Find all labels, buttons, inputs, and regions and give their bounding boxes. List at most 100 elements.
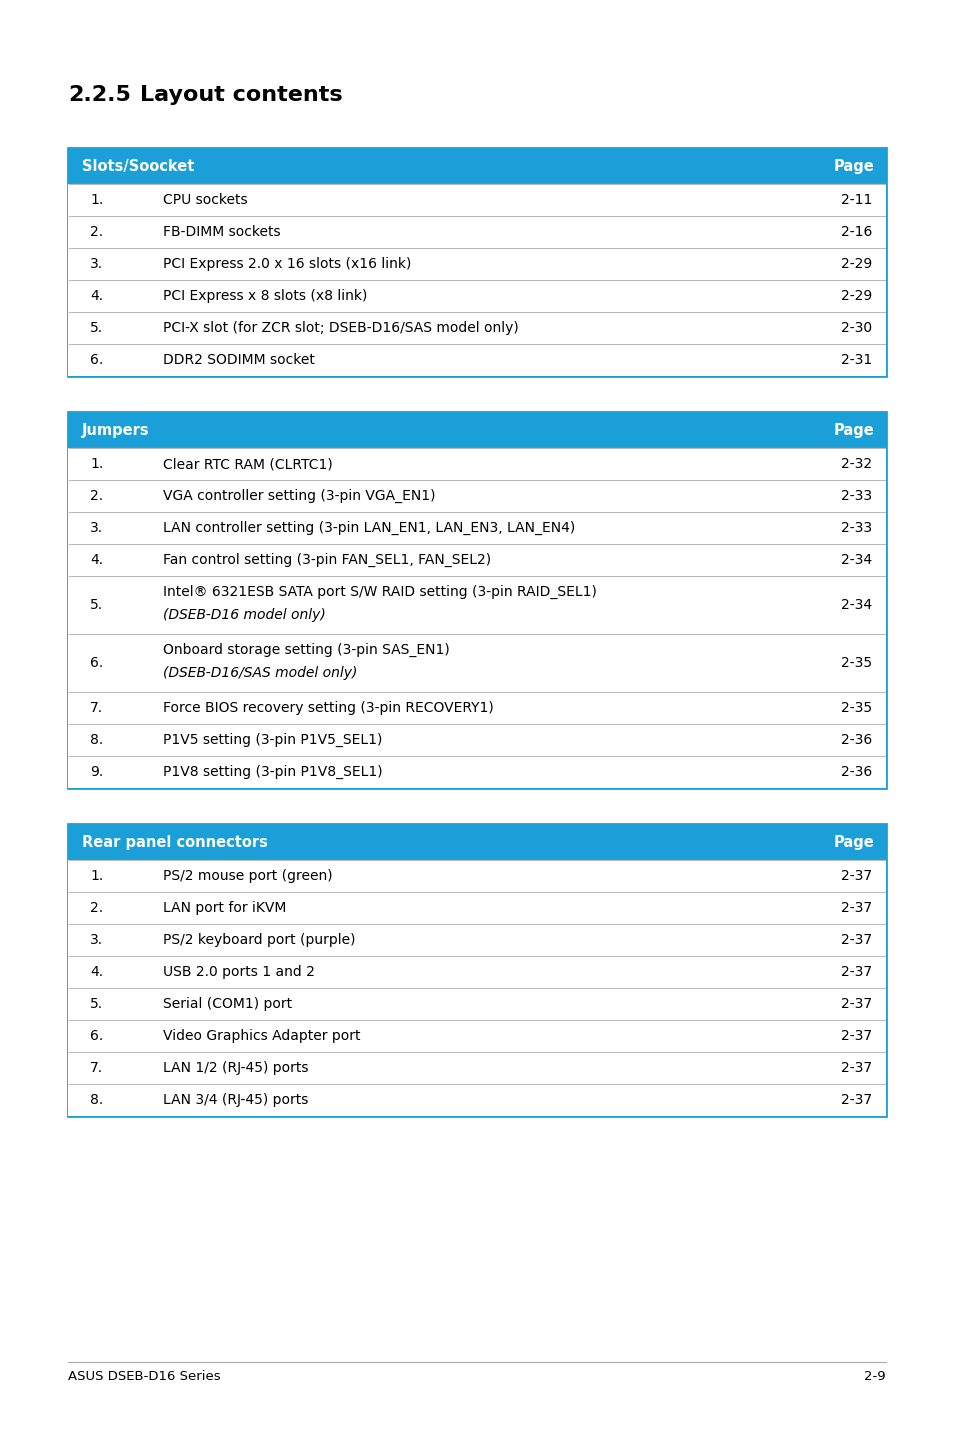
Bar: [68, 413, 885, 788]
Text: Jumpers: Jumpers: [82, 423, 150, 437]
Text: 3.: 3.: [90, 521, 103, 535]
Text: 8.: 8.: [90, 1093, 103, 1107]
Text: 3.: 3.: [90, 933, 103, 948]
Text: 5.: 5.: [90, 598, 103, 613]
Text: 2-33: 2-33: [840, 489, 871, 503]
Text: 9.: 9.: [90, 765, 103, 779]
Bar: [68, 956, 885, 988]
Text: 2.2.5: 2.2.5: [68, 85, 131, 105]
Text: 2-37: 2-37: [840, 1093, 871, 1107]
Text: 4.: 4.: [90, 554, 103, 567]
Text: LAN 1/2 (RJ-45) ports: LAN 1/2 (RJ-45) ports: [163, 1061, 308, 1076]
Text: 2.: 2.: [90, 902, 103, 915]
Text: 2-34: 2-34: [840, 598, 871, 613]
Text: USB 2.0 ports 1 and 2: USB 2.0 ports 1 and 2: [163, 965, 314, 979]
Text: Fan control setting (3-pin FAN_SEL1, FAN_SEL2): Fan control setting (3-pin FAN_SEL1, FAN…: [163, 554, 491, 567]
Text: 2-36: 2-36: [840, 733, 871, 746]
Text: Serial (COM1) port: Serial (COM1) port: [163, 997, 292, 1011]
Text: Rear panel connectors: Rear panel connectors: [82, 834, 268, 850]
Text: 2-37: 2-37: [840, 997, 871, 1011]
Bar: [68, 1053, 885, 1084]
Text: (DSEB-D16/SAS model only): (DSEB-D16/SAS model only): [163, 666, 357, 680]
Bar: [68, 184, 885, 216]
Text: 2-30: 2-30: [840, 321, 871, 335]
Text: P1V8 setting (3-pin P1V8_SEL1): P1V8 setting (3-pin P1V8_SEL1): [163, 765, 382, 779]
Text: 7.: 7.: [90, 700, 103, 715]
Bar: [68, 148, 885, 375]
Bar: [68, 1020, 885, 1053]
Text: CPU sockets: CPU sockets: [163, 193, 248, 207]
Bar: [68, 413, 885, 449]
Text: 1.: 1.: [90, 457, 103, 472]
Text: Slots/Soocket: Slots/Soocket: [82, 158, 194, 174]
Text: LAN controller setting (3-pin LAN_EN1, LAN_EN3, LAN_EN4): LAN controller setting (3-pin LAN_EN1, L…: [163, 521, 575, 535]
Text: Clear RTC RAM (CLRTC1): Clear RTC RAM (CLRTC1): [163, 457, 333, 472]
Bar: [68, 892, 885, 925]
Text: Onboard storage setting (3-pin SAS_EN1): Onboard storage setting (3-pin SAS_EN1): [163, 643, 449, 657]
Text: LAN port for iKVM: LAN port for iKVM: [163, 902, 286, 915]
Text: LAN 3/4 (RJ-45) ports: LAN 3/4 (RJ-45) ports: [163, 1093, 308, 1107]
Bar: [68, 1084, 885, 1116]
Text: 1.: 1.: [90, 869, 103, 883]
Text: 5.: 5.: [90, 321, 103, 335]
Text: Page: Page: [832, 423, 873, 437]
Text: 2-33: 2-33: [840, 521, 871, 535]
Text: 2-34: 2-34: [840, 554, 871, 567]
Text: 2-37: 2-37: [840, 1030, 871, 1043]
Text: 2-29: 2-29: [840, 257, 871, 270]
Bar: [68, 216, 885, 247]
Text: DDR2 SODIMM socket: DDR2 SODIMM socket: [163, 352, 314, 367]
Text: 8.: 8.: [90, 733, 103, 746]
Text: ASUS DSEB-D16 Series: ASUS DSEB-D16 Series: [68, 1370, 220, 1383]
Text: Intel® 6321ESB SATA port S/W RAID setting (3-pin RAID_SEL1): Intel® 6321ESB SATA port S/W RAID settin…: [163, 585, 597, 600]
Text: VGA controller setting (3-pin VGA_EN1): VGA controller setting (3-pin VGA_EN1): [163, 489, 435, 503]
Text: 6.: 6.: [90, 352, 103, 367]
Text: 2-37: 2-37: [840, 869, 871, 883]
Bar: [68, 824, 885, 860]
Bar: [68, 344, 885, 375]
Bar: [68, 280, 885, 312]
Bar: [68, 544, 885, 577]
Bar: [68, 247, 885, 280]
Text: 2-37: 2-37: [840, 933, 871, 948]
Text: 2-9: 2-9: [863, 1370, 885, 1383]
Text: 2-29: 2-29: [840, 289, 871, 303]
Text: 2-37: 2-37: [840, 1061, 871, 1076]
Text: 2-16: 2-16: [840, 224, 871, 239]
Bar: [68, 312, 885, 344]
Bar: [68, 723, 885, 756]
Text: 7.: 7.: [90, 1061, 103, 1076]
Text: PCI Express 2.0 x 16 slots (x16 link): PCI Express 2.0 x 16 slots (x16 link): [163, 257, 411, 270]
Text: FB-DIMM sockets: FB-DIMM sockets: [163, 224, 280, 239]
Text: PCI-X slot (for ZCR slot; DSEB-D16/SAS model only): PCI-X slot (for ZCR slot; DSEB-D16/SAS m…: [163, 321, 518, 335]
Text: PS/2 mouse port (green): PS/2 mouse port (green): [163, 869, 333, 883]
Text: 4.: 4.: [90, 289, 103, 303]
Text: 2-36: 2-36: [840, 765, 871, 779]
Bar: [68, 449, 885, 480]
Text: 2-35: 2-35: [840, 656, 871, 670]
Bar: [68, 824, 885, 1116]
Text: 5.: 5.: [90, 997, 103, 1011]
Text: (DSEB-D16 model only): (DSEB-D16 model only): [163, 608, 325, 623]
Text: 1.: 1.: [90, 193, 103, 207]
Bar: [68, 925, 885, 956]
Text: 2.: 2.: [90, 224, 103, 239]
Bar: [68, 756, 885, 788]
Text: Page: Page: [832, 158, 873, 174]
Text: 2-37: 2-37: [840, 965, 871, 979]
Text: 2-35: 2-35: [840, 700, 871, 715]
Text: 6.: 6.: [90, 656, 103, 670]
Bar: [68, 860, 885, 892]
Text: PS/2 keyboard port (purple): PS/2 keyboard port (purple): [163, 933, 355, 948]
Bar: [68, 988, 885, 1020]
Bar: [68, 480, 885, 512]
Text: 2-32: 2-32: [840, 457, 871, 472]
Text: P1V5 setting (3-pin P1V5_SEL1): P1V5 setting (3-pin P1V5_SEL1): [163, 733, 382, 748]
Text: 2.: 2.: [90, 489, 103, 503]
Bar: [68, 577, 885, 634]
Text: 2-31: 2-31: [840, 352, 871, 367]
Text: Force BIOS recovery setting (3-pin RECOVERY1): Force BIOS recovery setting (3-pin RECOV…: [163, 700, 494, 715]
Text: 6.: 6.: [90, 1030, 103, 1043]
Text: 4.: 4.: [90, 965, 103, 979]
Text: 2-37: 2-37: [840, 902, 871, 915]
